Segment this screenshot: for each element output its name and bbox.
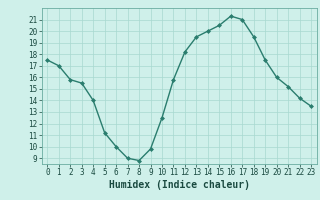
X-axis label: Humidex (Indice chaleur): Humidex (Indice chaleur) <box>109 180 250 190</box>
